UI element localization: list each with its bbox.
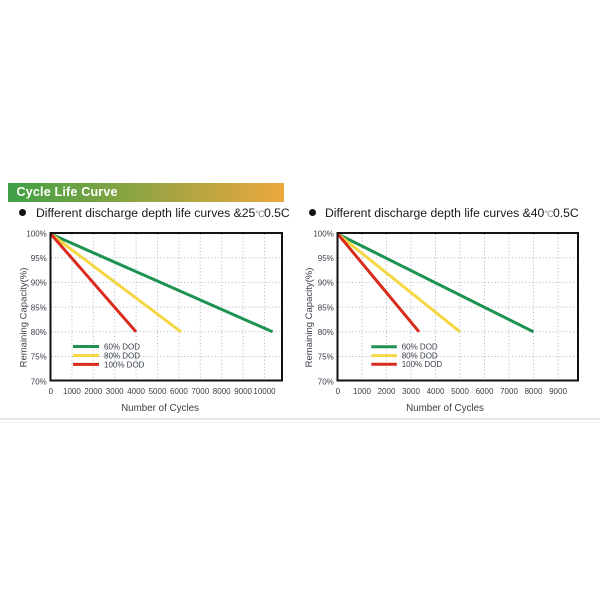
svg-text:95%: 95% — [31, 254, 47, 263]
svg-text:Number of Cycles: Number of Cycles — [121, 403, 199, 414]
svg-text:85%: 85% — [31, 303, 47, 312]
svg-text:70%: 70% — [31, 377, 47, 386]
svg-text:1000: 1000 — [353, 387, 371, 396]
svg-text:9000: 9000 — [549, 387, 567, 396]
svg-text:80%: 80% — [31, 328, 47, 337]
svg-text:6000: 6000 — [476, 387, 494, 396]
svg-text:4000: 4000 — [127, 387, 145, 396]
svg-text:Number of Cycles: Number of Cycles — [406, 403, 484, 414]
svg-text:0: 0 — [336, 387, 341, 396]
svg-text:6000: 6000 — [170, 387, 188, 396]
svg-text:0: 0 — [49, 387, 54, 396]
svg-text:8000: 8000 — [525, 387, 543, 396]
svg-text:8000: 8000 — [213, 387, 231, 396]
svg-text:60% DOD: 60% DOD — [402, 343, 438, 352]
svg-text:7000: 7000 — [500, 387, 518, 396]
svg-text:5000: 5000 — [451, 387, 469, 396]
svg-text:9000: 9000 — [234, 387, 252, 396]
svg-text:2000: 2000 — [84, 387, 102, 396]
svg-text:90%: 90% — [31, 279, 47, 288]
svg-text:75%: 75% — [318, 353, 334, 362]
svg-text:90%: 90% — [318, 279, 334, 288]
svg-text:100%: 100% — [26, 229, 46, 238]
svg-text:75%: 75% — [31, 353, 47, 362]
svg-text:5000: 5000 — [149, 387, 167, 396]
svg-text:Remaining Capacity(%): Remaining Capacity(%) — [304, 268, 315, 368]
svg-text:100%: 100% — [313, 229, 333, 238]
svg-text:10000: 10000 — [253, 387, 276, 396]
svg-text:100% DOD: 100% DOD — [104, 360, 145, 369]
svg-text:85%: 85% — [318, 303, 334, 312]
svg-text:3000: 3000 — [402, 387, 420, 396]
svg-text:100% DOD: 100% DOD — [402, 360, 443, 369]
svg-text:2000: 2000 — [378, 387, 396, 396]
svg-text:70%: 70% — [318, 377, 334, 386]
svg-text:95%: 95% — [318, 254, 334, 263]
svg-text:80%: 80% — [318, 328, 334, 337]
svg-text:4000: 4000 — [427, 387, 445, 396]
svg-text:1000: 1000 — [63, 387, 81, 396]
svg-text:80% DOD: 80% DOD — [402, 352, 438, 361]
svg-text:60% DOD: 60% DOD — [104, 342, 140, 351]
svg-text:Remaining Capacity(%): Remaining Capacity(%) — [18, 268, 29, 368]
svg-text:80% DOD: 80% DOD — [104, 351, 140, 360]
svg-text:3000: 3000 — [106, 387, 124, 396]
svg-text:7000: 7000 — [191, 387, 209, 396]
